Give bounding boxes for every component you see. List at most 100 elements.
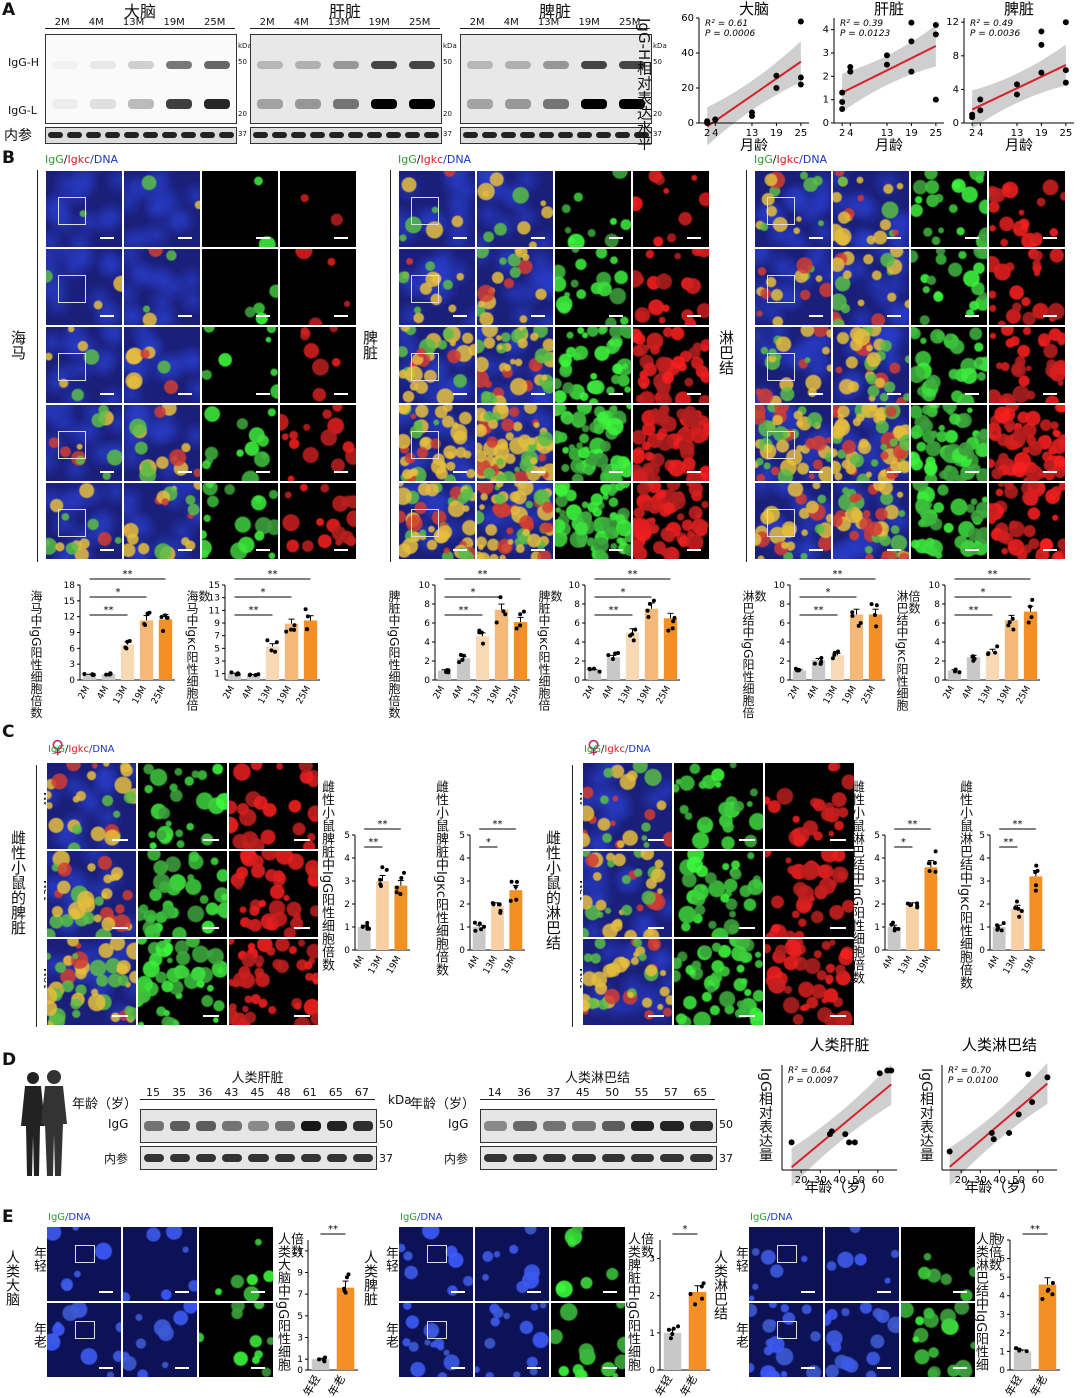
y-tick-label: 6	[934, 619, 940, 629]
blot-title-0: 大脑	[123, 2, 156, 21]
bar-ylabel-c: 雌性小鼠脾脏中Igκc阳性细胞倍数	[433, 780, 448, 976]
micrograph-tile	[748, 1226, 824, 1302]
y-tick-label: 0	[934, 676, 940, 686]
data-point	[1025, 1071, 1032, 1078]
x-tick-label: 13	[1011, 128, 1024, 139]
lane-label: 13M	[327, 17, 350, 28]
sig-marker: **	[1030, 1224, 1040, 1235]
micrograph-tile	[910, 404, 988, 482]
blot-lane-header-0: 2M 4M 13M 19M 25M	[45, 17, 235, 29]
loading-band	[86, 132, 101, 138]
category-label: 19M	[131, 685, 149, 707]
data-point	[836, 649, 841, 654]
scale-bar	[294, 927, 310, 929]
micrograph-tile	[476, 482, 554, 560]
band-heavy	[128, 61, 154, 69]
micrograph-tile	[398, 326, 476, 404]
micrograph-tile	[554, 326, 632, 404]
micrograph-tile	[764, 850, 855, 938]
category-label: 4M	[96, 685, 111, 702]
category-label: 4M	[351, 955, 366, 972]
stain-dna: /DNA	[65, 1212, 91, 1223]
category-label: 4M	[601, 685, 616, 702]
group-label: 年老	[733, 1322, 748, 1348]
data-point	[927, 868, 932, 873]
y-tick-label: 6	[999, 1255, 1005, 1265]
scale-bar	[334, 237, 348, 239]
micrograph-tile	[554, 404, 632, 482]
y-tick-label: 2	[344, 900, 350, 910]
micrograph-tile	[554, 170, 632, 248]
micrograph-tile	[550, 1226, 626, 1302]
data-point	[518, 623, 523, 628]
scale-bar	[877, 1291, 891, 1293]
bar-ylabel-c: 雌性小鼠脾脏中IgG阳性细胞倍数	[319, 780, 334, 972]
data-point	[161, 629, 166, 634]
loading-band	[405, 132, 420, 138]
data-point	[645, 608, 650, 613]
x-tick-label: 40	[833, 1175, 846, 1186]
data-point	[1038, 69, 1045, 76]
data-point	[503, 612, 508, 617]
lane-label: 36	[198, 1086, 213, 1099]
stain-sep: /	[601, 744, 605, 755]
sig-marker: *	[901, 837, 906, 848]
scale-bar	[453, 237, 467, 239]
blot-title-d: 人类肝脏	[231, 1071, 284, 1086]
y-tick-label: 1	[979, 923, 985, 933]
scale-bar	[830, 839, 846, 841]
igg-label-d: IgG	[448, 1117, 469, 1131]
tissue-label-e: 人类淋巴结	[712, 1250, 728, 1320]
lane-label: 57	[663, 1086, 678, 1099]
data-point	[82, 672, 87, 677]
zoom-box	[58, 431, 86, 459]
zoom-box	[58, 353, 86, 381]
zoom-box	[427, 1245, 447, 1263]
band-heavy	[619, 61, 645, 69]
y-tick-label: 7	[214, 632, 220, 642]
category-label: 年轻	[300, 1373, 323, 1398]
y-tick-label: 5	[344, 831, 350, 841]
scatter-xlabel: 年龄（岁）	[965, 1180, 1035, 1196]
stain-legend-c: IgG/Igkc/DNA	[48, 744, 114, 755]
loading-band	[326, 1154, 347, 1162]
scale-bar	[178, 393, 192, 395]
data-point	[461, 653, 466, 658]
bar	[947, 670, 962, 680]
y-tick-label: 4	[934, 638, 940, 648]
zoom-box	[777, 1245, 797, 1263]
micrograph-tile	[398, 404, 476, 482]
data-point	[850, 613, 855, 618]
micrograph-tile	[554, 248, 632, 326]
lane-label: 61	[302, 1086, 317, 1099]
fit-line	[841, 45, 937, 94]
band	[542, 1121, 567, 1131]
micrograph-tile	[476, 404, 554, 482]
data-point	[1046, 1287, 1051, 1292]
lane-label: 13M	[537, 17, 560, 28]
blot-loading-2	[460, 127, 652, 144]
sig-marker: **	[609, 605, 619, 616]
y-tick-label: 0	[574, 676, 580, 686]
loading-label-a: 内参	[4, 128, 32, 144]
data-point	[292, 623, 297, 628]
group-divider	[572, 765, 573, 1027]
bar-chart: 0 1 2 3 4 5 6 7 年轻 年老 **	[999, 1224, 1060, 1398]
category-label: 13M	[977, 685, 995, 707]
category-label: 2M	[582, 685, 597, 702]
panel-a-ylabel: IgG-H相对表达水平	[635, 18, 653, 151]
scale-bar	[294, 1015, 310, 1017]
category-label: 25M	[655, 685, 673, 707]
lane-label: 50	[605, 1086, 620, 1099]
blot-igg-d	[480, 1109, 717, 1143]
data-point	[514, 626, 519, 631]
loading-band	[484, 1154, 508, 1162]
loading-band	[124, 132, 139, 138]
data-point	[1006, 623, 1011, 628]
data-point	[883, 61, 890, 68]
